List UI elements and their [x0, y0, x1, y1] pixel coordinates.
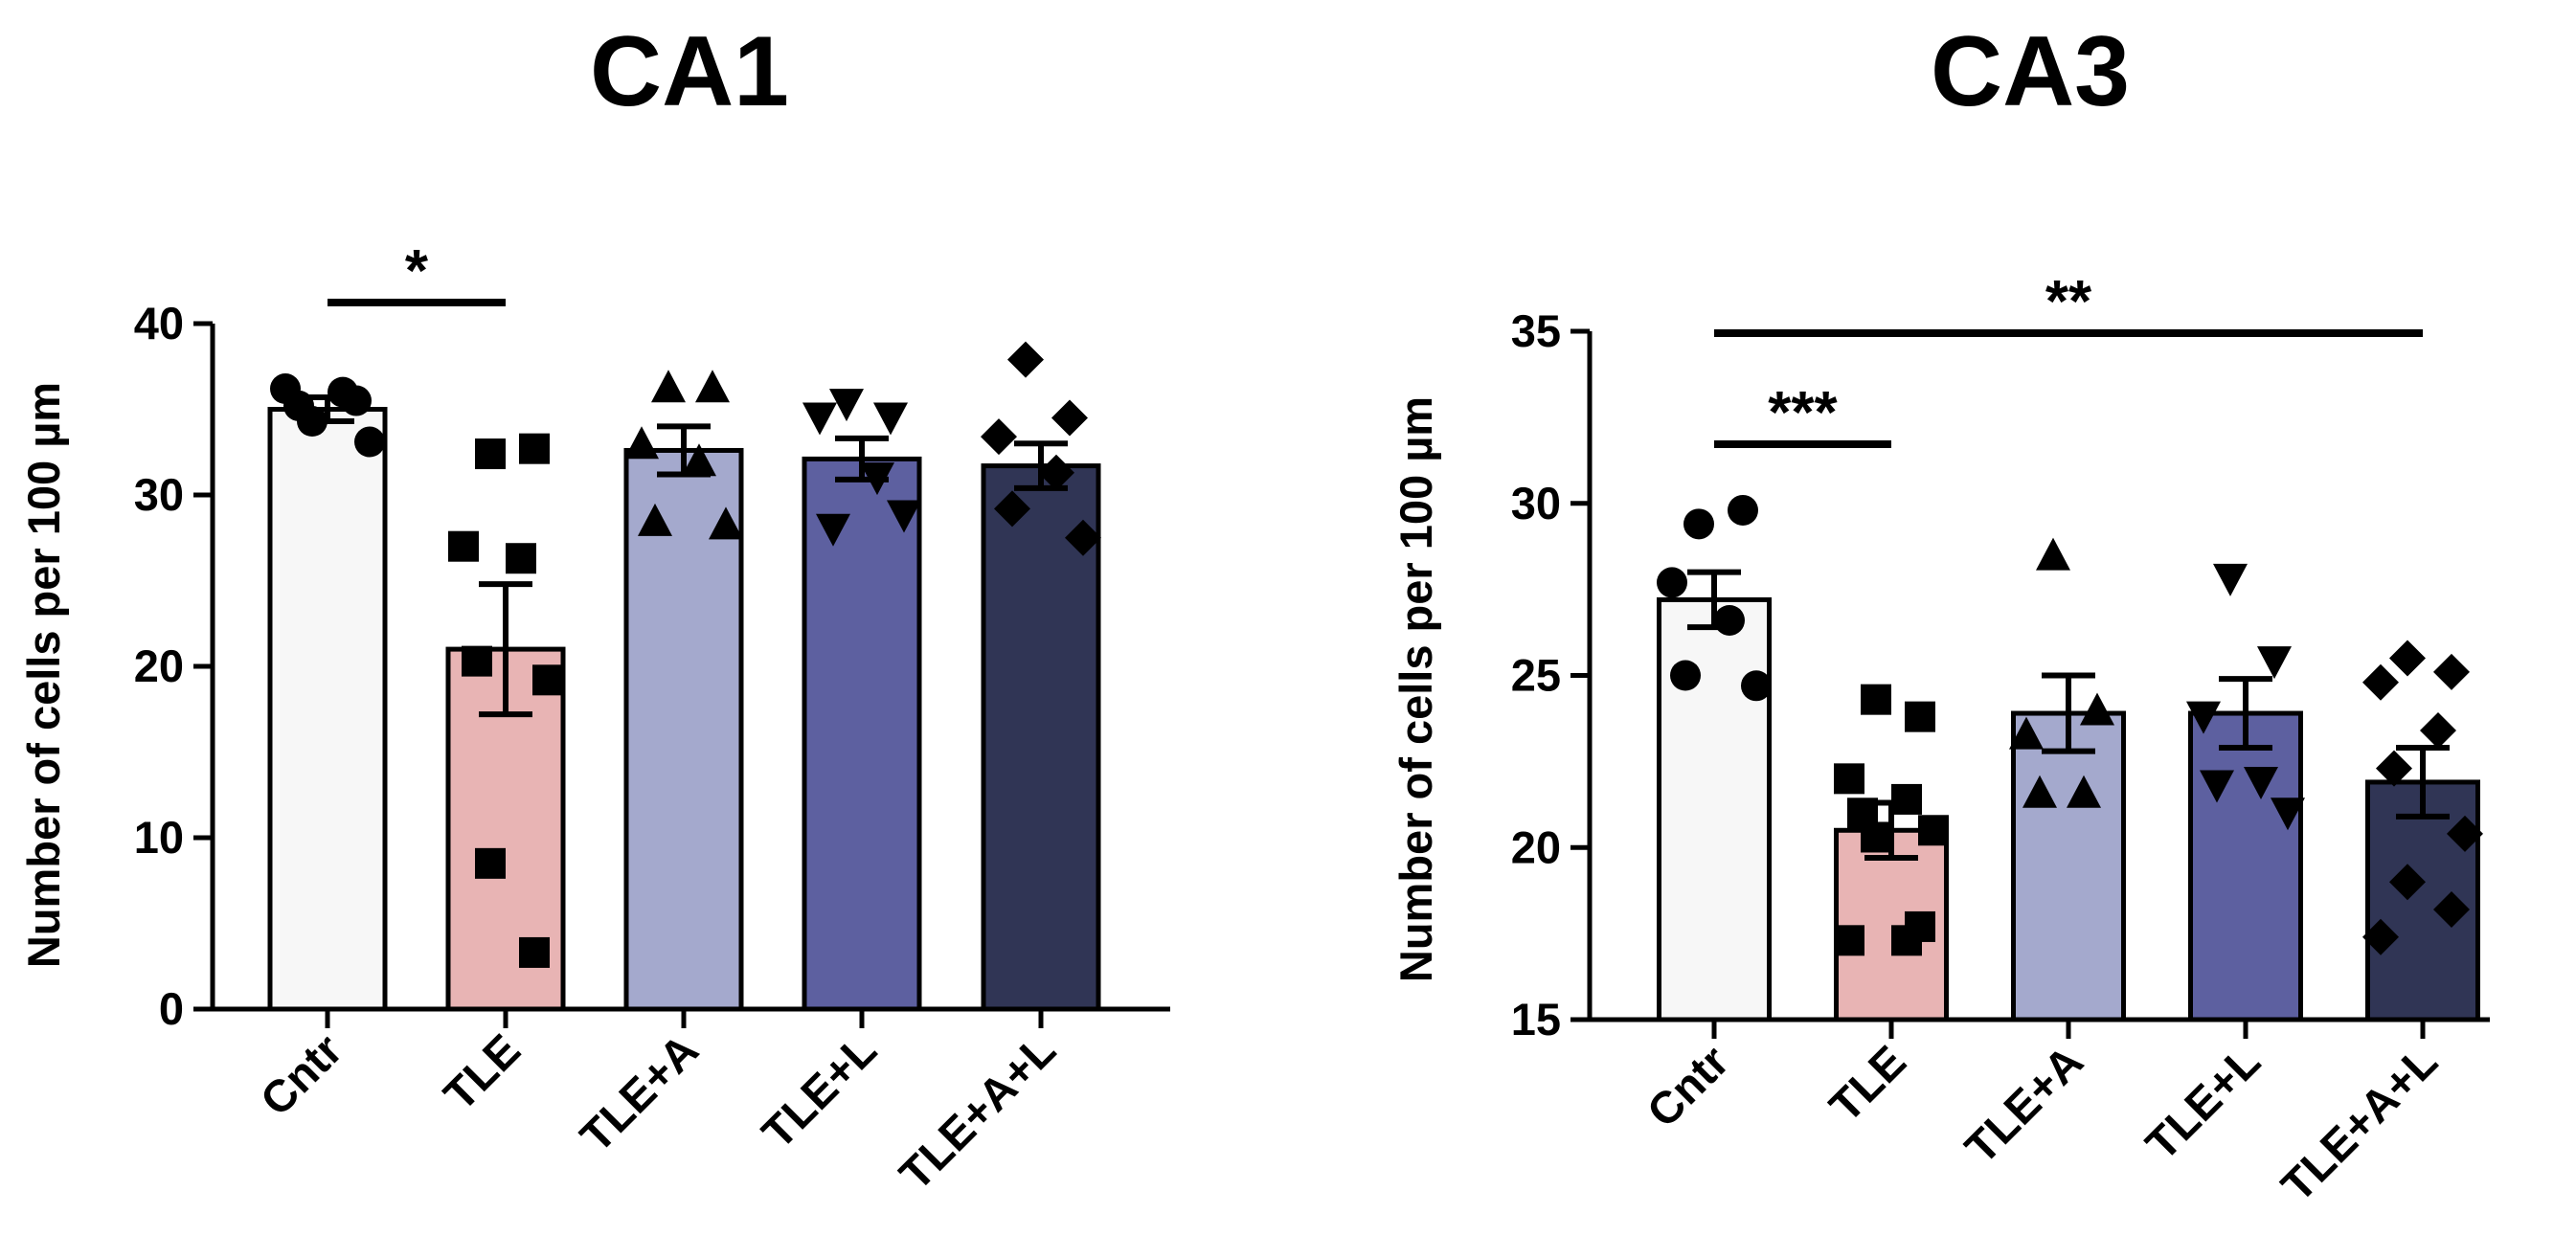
data-point: [1683, 508, 1714, 540]
y-tick-label: 25: [1511, 650, 1561, 701]
data-point: [448, 530, 479, 562]
data-point: [2213, 563, 2248, 596]
data-point: [1741, 670, 1772, 702]
data-point: [2433, 890, 2470, 928]
data-point: [1861, 821, 1891, 853]
y-tick-label: 40: [134, 298, 184, 348]
data-point: [506, 543, 536, 574]
data-point: [2257, 646, 2292, 680]
data-point: [1905, 701, 1935, 732]
data-point: [519, 936, 550, 968]
data-point: [328, 376, 358, 408]
data-point: [1834, 925, 1864, 956]
data-point: [2362, 663, 2399, 701]
chart-title: CA1: [590, 16, 789, 127]
x-tick-label: TLE+L: [2135, 1036, 2270, 1170]
data-point: [1891, 783, 1922, 815]
data-point: [2447, 815, 2483, 852]
data-point: [475, 438, 506, 470]
y-axis-label: Number of cells per 100 µm: [18, 382, 69, 968]
y-tick-label: 20: [1511, 821, 1561, 872]
y-axis-label: Number of cells per 100 µm: [1390, 396, 1441, 982]
data-point: [519, 433, 550, 464]
significance-label: **: [2045, 269, 2092, 335]
x-tick-label: Cntr: [1637, 1036, 1738, 1137]
significance-label: *: [405, 238, 429, 304]
y-tick-label: 15: [1511, 994, 1561, 1045]
bar: [802, 456, 922, 1012]
bar: [1657, 596, 1772, 1022]
data-point: [1065, 519, 1101, 556]
chart-title: CA3: [1931, 16, 2130, 127]
bar: [2011, 710, 2126, 1022]
data-point: [2080, 692, 2114, 726]
x-tick-label: TLE+A: [570, 1024, 708, 1162]
x-tick-label: TLE+A+L: [890, 1024, 1065, 1200]
data-point: [2244, 766, 2278, 799]
y-tick-label: 0: [159, 983, 184, 1034]
data-point: [1834, 763, 1864, 795]
data-point: [2362, 918, 2399, 955]
data-point: [1861, 684, 1891, 715]
data-point: [2420, 712, 2456, 750]
data-point: [475, 847, 506, 879]
data-point: [1007, 341, 1044, 378]
data-point: [994, 490, 1030, 528]
chart-panel-ca3: CA3 Number of cells per 100 µm 15 20 25 30 3…: [1390, 16, 2490, 1211]
bar: [267, 407, 388, 1012]
data-point: [1051, 399, 1088, 437]
x-tick-label: Cntr: [250, 1024, 351, 1126]
data-point: [2389, 864, 2426, 901]
data-point: [1891, 925, 1922, 956]
y-tick-label: 35: [1511, 305, 1561, 356]
data-point: [1670, 660, 1701, 691]
data-point: [638, 503, 672, 536]
x-tick-label: TLE: [1819, 1036, 1915, 1132]
y-tick-label: 20: [134, 640, 184, 691]
data-point: [1038, 454, 1074, 491]
data-point: [802, 402, 837, 436]
data-point: [709, 506, 743, 540]
x-tick-label: TLE+A: [1955, 1036, 2092, 1174]
data-point: [2186, 701, 2221, 734]
data-point: [816, 513, 850, 547]
y-tick-label: 30: [1511, 478, 1561, 528]
data-point: [2022, 775, 2057, 808]
bar: [2188, 710, 2303, 1022]
data-point: [873, 402, 908, 436]
data-point: [2376, 750, 2412, 787]
data-point: [2036, 537, 2070, 571]
data-point: [1728, 494, 1758, 526]
data-point: [354, 426, 385, 458]
data-point: [532, 664, 563, 696]
data-point: [1657, 567, 1687, 598]
data-point: [2389, 640, 2426, 677]
data-point: [1918, 815, 1949, 846]
data-point: [2067, 775, 2101, 808]
x-tick-label: TLE: [434, 1024, 530, 1120]
data-point: [695, 370, 730, 403]
data-point: [651, 370, 686, 403]
bar: [623, 447, 744, 1012]
data-point: [829, 389, 864, 422]
data-point: [887, 500, 921, 533]
y-tick-label: 10: [134, 812, 184, 863]
y-tick-label: 30: [134, 469, 184, 520]
data-point: [2200, 770, 2234, 803]
data-point: [462, 645, 492, 677]
data-point: [624, 426, 659, 460]
data-point: [2271, 797, 2305, 831]
data-point: [1714, 604, 1745, 636]
data-point: [2009, 716, 2044, 750]
chart-panel-ca1: CA1 Number of cells per 100 µm 0 10 20 30 40…: [18, 16, 1170, 1200]
x-tick-label: TLE+L: [752, 1024, 886, 1158]
data-point: [2433, 653, 2470, 690]
x-tick-label: TLE+A+L: [2271, 1036, 2447, 1211]
data-point: [682, 443, 716, 477]
data-point: [981, 418, 1017, 456]
significance-label: ***: [1768, 380, 1838, 446]
